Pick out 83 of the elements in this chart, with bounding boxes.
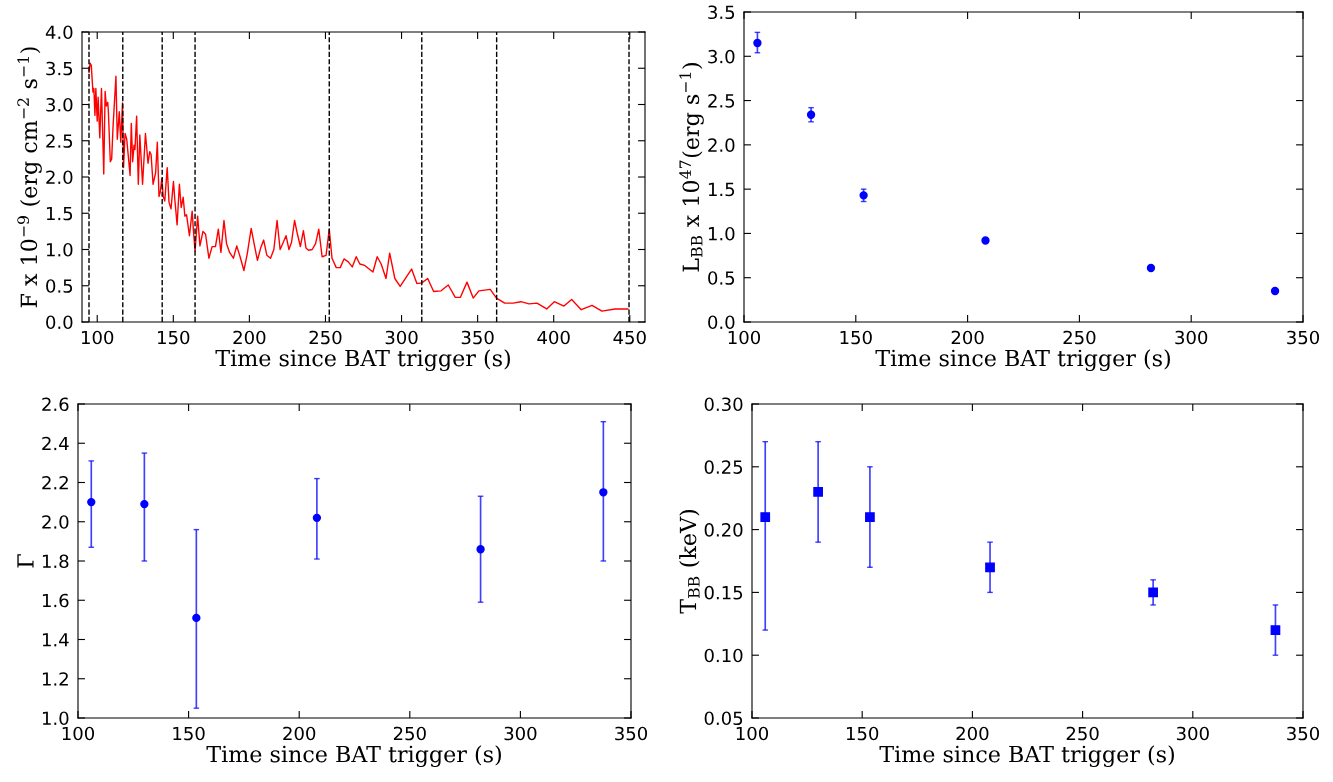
y-tick-label: 0.05 xyxy=(704,711,743,726)
point xyxy=(985,562,995,573)
point xyxy=(476,545,485,554)
x-tick-label: 300 xyxy=(504,726,537,741)
x-tick-label: 250 xyxy=(393,726,426,741)
y-tick-label: 0.0 xyxy=(46,315,73,330)
y-tick-label: 3.0 xyxy=(46,97,73,112)
y-axis-title: L$_{BB}$ x 10$^{47}$(erg s$^{−1}$) xyxy=(679,63,704,272)
point xyxy=(599,488,608,497)
point xyxy=(806,110,816,119)
point xyxy=(753,38,762,48)
x-tick-label: 200 xyxy=(233,330,266,345)
point xyxy=(1148,587,1158,598)
x-tick-label: 150 xyxy=(173,726,205,741)
y-tick-label: 1.0 xyxy=(42,711,69,726)
x-tick-label: 150 xyxy=(846,726,879,741)
point xyxy=(1270,286,1280,296)
x-axis-title: Time since BAT trigger (s) xyxy=(206,745,501,768)
x-axis-title: Time since BAT trigger (s) xyxy=(879,745,1174,768)
point xyxy=(192,613,201,623)
point xyxy=(865,512,875,522)
y-tick-label: 1.5 xyxy=(708,182,735,197)
line-series xyxy=(88,62,629,312)
y-tick-label: 0.25 xyxy=(704,460,743,474)
x-tick-label: 100 xyxy=(728,330,761,345)
y-tick-label: 0.10 xyxy=(704,648,743,663)
y-tick-label: 0.5 xyxy=(708,271,735,285)
y-tick-label: 4.0 xyxy=(45,25,73,40)
y-tick-label: 2.4 xyxy=(42,436,69,451)
x-tick-label: 350 xyxy=(615,726,648,741)
y-axis-title: Γ xyxy=(17,554,34,568)
x-tick-label: 300 xyxy=(385,330,418,345)
x-tick-label: 250 xyxy=(1063,330,1096,345)
x-tick-label: 350 xyxy=(1287,726,1320,741)
x-tick-label: 150 xyxy=(840,330,872,345)
point xyxy=(87,497,96,507)
x-tick-label: 400 xyxy=(537,330,570,345)
y-tick-label: 0.20 xyxy=(704,523,743,537)
x-tick-label: 250 xyxy=(1066,726,1099,741)
point xyxy=(1146,263,1156,273)
y-tick-label: 2.0 xyxy=(46,170,73,185)
y-tick-label: 0.15 xyxy=(704,585,743,600)
y-axis-title: F x 10$^{−9}$ (erg cm$^{−2}$ s$^{−1}$) xyxy=(17,47,42,308)
x-tick-label: 100 xyxy=(736,726,769,741)
y-tick-label: 1.2 xyxy=(42,672,68,686)
y-axis-title: T$_{BB}$ (keV) xyxy=(679,510,700,614)
y-tick-label: 3.5 xyxy=(708,5,735,20)
point xyxy=(760,512,771,522)
x-tick-label: 200 xyxy=(283,726,316,741)
y-tick-label: 2.0 xyxy=(708,138,735,152)
y-tick-label: 1.0 xyxy=(46,242,73,257)
point xyxy=(312,513,322,522)
x-tick-label: 300 xyxy=(1176,726,1209,741)
x-tick-label: 150 xyxy=(158,330,190,345)
x-tick-label: 350 xyxy=(1287,330,1320,345)
x-tick-label: 200 xyxy=(956,726,989,741)
x-tick-label: 100 xyxy=(81,330,114,345)
x-tick-label: 350 xyxy=(461,330,494,345)
y-tick-label: 1.6 xyxy=(42,593,69,608)
y-tick-label: 3.5 xyxy=(46,61,73,76)
x-tick-label: 250 xyxy=(309,330,342,345)
y-tick-label: 0.0 xyxy=(708,315,735,330)
x-tick-label: 200 xyxy=(951,330,984,345)
x-tick-label: 100 xyxy=(62,726,95,741)
x-tick-label: 450 xyxy=(613,330,646,345)
y-tick-label: 2.5 xyxy=(46,134,73,148)
y-tick-label: 1.5 xyxy=(46,206,73,221)
y-tick-label: 3.0 xyxy=(708,49,735,64)
y-tick-label: 1.0 xyxy=(708,226,735,241)
point xyxy=(140,499,149,509)
y-tick-label: 1.8 xyxy=(42,554,69,569)
y-tick-label: 2.2 xyxy=(42,475,68,490)
y-tick-label: 2.6 xyxy=(42,397,69,412)
y-tick-label: 2.0 xyxy=(42,515,69,529)
y-tick-label: 1.4 xyxy=(42,633,69,647)
y-tick-label: 2.5 xyxy=(708,94,735,108)
point xyxy=(813,487,823,497)
x-axis-title: Time since BAT trigger (s) xyxy=(875,349,1170,372)
point xyxy=(1270,625,1281,635)
x-axis-title: Time since BAT trigger (s) xyxy=(215,349,510,372)
y-tick-label: 0.30 xyxy=(704,397,743,412)
y-tick-label: 0.5 xyxy=(46,279,73,293)
x-tick-label: 300 xyxy=(1175,330,1208,345)
